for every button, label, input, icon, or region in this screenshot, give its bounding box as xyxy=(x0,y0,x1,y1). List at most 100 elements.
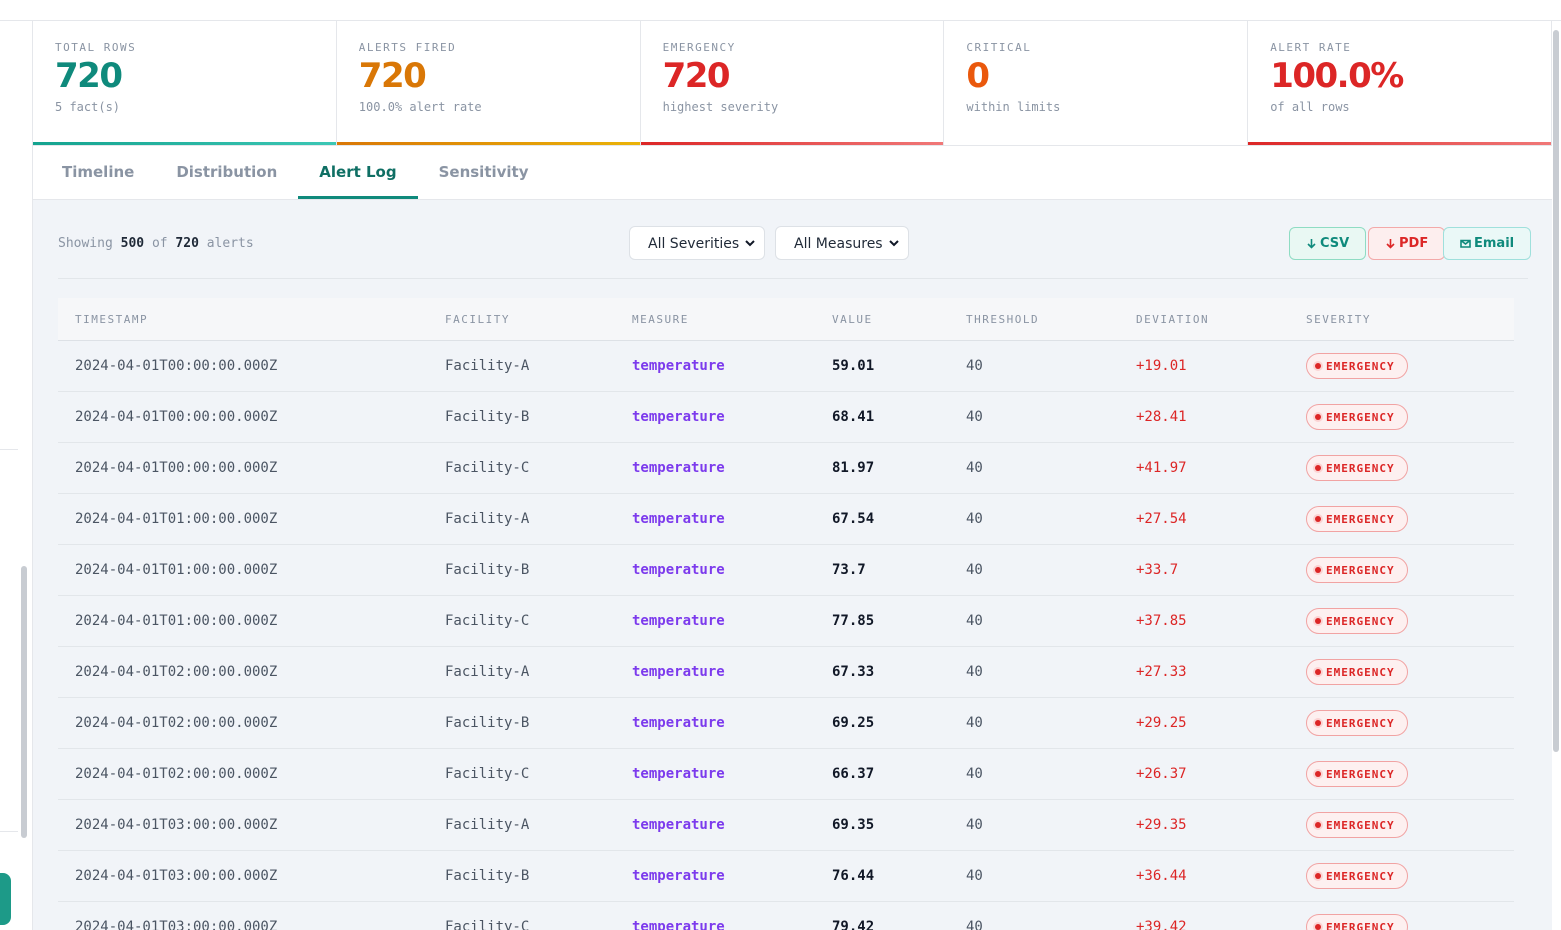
cell: temperature xyxy=(632,817,725,833)
cell: Facility-A xyxy=(445,664,530,680)
kpi-label: ALERT RATE xyxy=(1270,41,1352,54)
severity-dot xyxy=(1315,924,1321,930)
filter-select[interactable]: All Measures xyxy=(775,226,909,260)
severity-badge: EMERGENCY xyxy=(1306,506,1408,532)
cell: temperature xyxy=(632,511,725,527)
severity-dot xyxy=(1315,363,1321,369)
divider xyxy=(0,449,18,450)
column-header: DEVIATION xyxy=(1136,312,1210,326)
kpi-value: 720 xyxy=(358,56,427,96)
kpi-label: ALERTS FIRED xyxy=(358,41,457,54)
severity-label: EMERGENCY xyxy=(1326,410,1395,424)
table-row[interactable]: 2024-04-01T00:00:00.000Z Facility-A temper… xyxy=(58,341,1514,392)
cell: Facility-B xyxy=(445,562,530,578)
alert-count: Showing 500 of 720 alerts xyxy=(58,236,254,251)
button-label: Email xyxy=(1474,236,1515,251)
scrollbar[interactable] xyxy=(21,566,27,838)
select-label: All Measures xyxy=(794,236,883,252)
table-row[interactable]: 2024-04-01T02:00:00.000Z Facility-A temper… xyxy=(58,647,1514,698)
table-row[interactable]: 2024-04-01T00:00:00.000Z Facility-B temper… xyxy=(58,392,1514,443)
cell: 40 xyxy=(966,460,983,476)
cell: Facility-B xyxy=(445,409,530,425)
table-row[interactable]: 2024-04-01T03:00:00.000Z Facility-C temper… xyxy=(58,902,1514,930)
side-button[interactable] xyxy=(0,873,11,925)
export-button[interactable]: CSV xyxy=(1289,227,1367,260)
cell: Facility-B xyxy=(445,715,530,731)
severity-badge: EMERGENCY xyxy=(1306,455,1408,481)
table-row[interactable]: 2024-04-01T03:00:00.000Z Facility-B temper… xyxy=(58,851,1514,902)
cell: 76.44 xyxy=(832,868,875,884)
severity-label: EMERGENCY xyxy=(1326,767,1395,781)
kpi-accent xyxy=(33,142,336,145)
severity-label: EMERGENCY xyxy=(1326,359,1395,373)
tab[interactable]: Distribution xyxy=(176,163,278,181)
export-button[interactable]: PDF xyxy=(1368,227,1446,260)
kpi-value: 100.0% xyxy=(1270,56,1404,96)
cell: EMERGENCY xyxy=(1306,506,1514,532)
cell: Facility-C xyxy=(445,460,530,476)
select-label: All Severities xyxy=(648,236,740,252)
cell: 66.37 xyxy=(832,766,875,782)
table-row[interactable]: 2024-04-01T01:00:00.000Z Facility-B temper… xyxy=(58,545,1514,596)
export-button[interactable]: Email xyxy=(1443,227,1532,260)
kpi-label: CRITICAL xyxy=(966,41,1032,54)
kpi-subtitle: 5 fact(s) xyxy=(55,100,121,114)
cell: +27.54 xyxy=(1136,511,1187,527)
column-header: FACILITY xyxy=(445,312,510,326)
cell: 68.41 xyxy=(832,409,875,425)
filter-select[interactable]: All Severities xyxy=(629,226,765,260)
tab[interactable]: Alert Log xyxy=(298,146,418,199)
cell: 40 xyxy=(966,511,983,527)
cell: EMERGENCY xyxy=(1306,710,1514,736)
kpi-subtitle: within limits xyxy=(966,100,1061,114)
cell: +33.7 xyxy=(1136,562,1179,578)
cell: Facility-A xyxy=(445,511,530,527)
severity-label: EMERGENCY xyxy=(1326,512,1395,526)
table-row[interactable]: 2024-04-01T01:00:00.000Z Facility-C temper… xyxy=(58,596,1514,647)
column-header: THRESHOLD xyxy=(966,312,1040,326)
cell: 69.25 xyxy=(832,715,875,731)
scrollbar[interactable] xyxy=(1553,30,1559,752)
severity-badge: EMERGENCY xyxy=(1306,914,1408,930)
cell: EMERGENCY xyxy=(1306,812,1514,838)
cell: +26.37 xyxy=(1136,766,1187,782)
total-count: 720 xyxy=(175,236,199,251)
table-row[interactable]: 2024-04-01T00:00:00.000Z Facility-C temper… xyxy=(58,443,1514,494)
icon xyxy=(745,240,755,247)
cell: Facility-B xyxy=(445,868,530,884)
kpi-accent xyxy=(1248,142,1551,145)
cell: temperature xyxy=(632,766,725,782)
cell: +36.44 xyxy=(1136,868,1187,884)
kpi-label: EMERGENCY xyxy=(662,41,736,54)
cell: 73.7 xyxy=(832,562,866,578)
table-row[interactable]: 2024-04-01T01:00:00.000Z Facility-A temper… xyxy=(58,494,1514,545)
cell: 2024-04-01T02:00:00.000Z xyxy=(75,664,278,680)
table-row[interactable]: 2024-04-01T02:00:00.000Z Facility-B temper… xyxy=(58,698,1514,749)
button-label: CSV xyxy=(1320,236,1350,251)
cell: +37.85 xyxy=(1136,613,1187,629)
cell: 2024-04-01T02:00:00.000Z xyxy=(75,766,278,782)
kpi-accent xyxy=(640,142,944,145)
tab-bar: Timeline Distribution Alert Log Sensitivity xyxy=(33,145,1552,200)
cell: temperature xyxy=(632,664,725,680)
table-row[interactable]: 2024-04-01T02:00:00.000Z Facility-C temper… xyxy=(58,749,1514,800)
severity-dot xyxy=(1315,720,1321,726)
cell: EMERGENCY xyxy=(1306,353,1514,379)
cell: EMERGENCY xyxy=(1306,404,1514,430)
kpi-card: TOTAL ROWS 720 5 fact(s) xyxy=(33,21,337,145)
severity-badge: EMERGENCY xyxy=(1306,812,1408,838)
kpi-label: TOTAL ROWS xyxy=(55,41,137,54)
tab[interactable]: Timeline xyxy=(62,163,135,181)
cell: Facility-C xyxy=(445,919,530,930)
cell: 2024-04-01T00:00:00.000Z xyxy=(75,409,278,425)
severity-label: EMERGENCY xyxy=(1326,818,1395,832)
kpi-subtitle: 100.0% alert rate xyxy=(358,100,482,114)
cell: Facility-A xyxy=(445,817,530,833)
severity-label: EMERGENCY xyxy=(1326,563,1395,577)
cell: 67.54 xyxy=(832,511,875,527)
kpi-accent xyxy=(336,142,640,145)
table-row[interactable]: 2024-04-01T03:00:00.000Z Facility-A temper… xyxy=(58,800,1514,851)
tab[interactable]: Sensitivity xyxy=(438,163,529,181)
top-bar xyxy=(0,0,1561,21)
sidebar xyxy=(0,21,33,930)
